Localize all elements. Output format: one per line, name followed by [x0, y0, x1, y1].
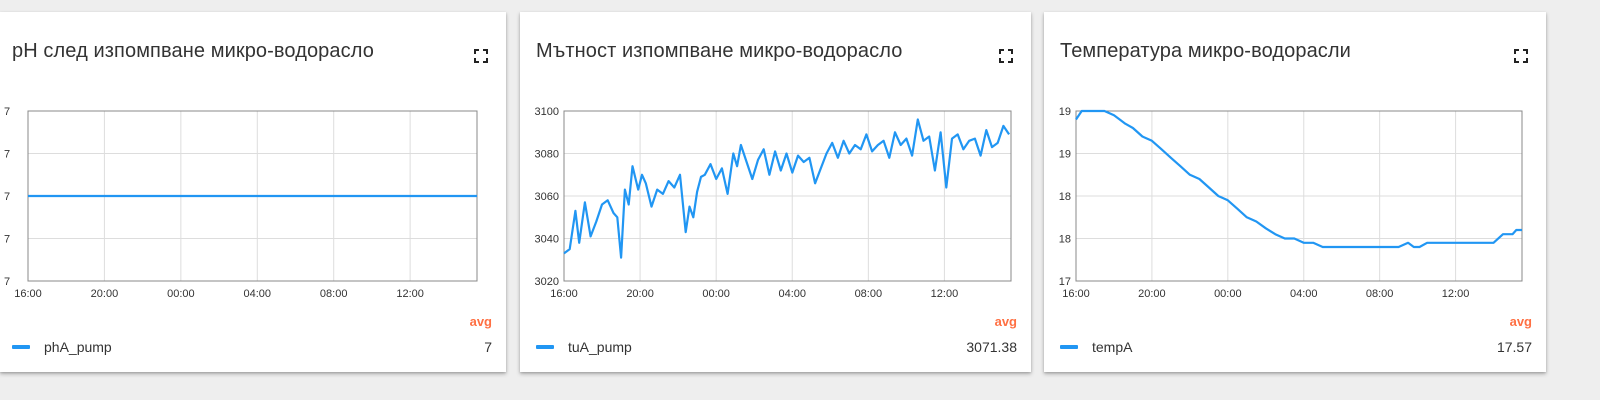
x-tick-label: 08:00: [855, 288, 883, 300]
x-tick-label: 00:00: [1214, 288, 1242, 300]
x-tick-label: 00:00: [167, 288, 195, 300]
legend-series-name: tuA_pump: [568, 339, 632, 355]
fullscreen-icon[interactable]: [1514, 49, 1528, 63]
line-chart-plot: 17 18 18 19 19 16:00 20:00 00:00 04:00 08:00 12:00: [1059, 106, 1523, 300]
y-tick-label: 17: [1059, 276, 1071, 288]
x-tick-label: 12:00: [396, 288, 424, 300]
x-tick-label: 08:00: [320, 288, 348, 300]
fullscreen-icon[interactable]: [999, 49, 1013, 63]
y-tick-label: 19: [1059, 106, 1071, 118]
x-tick-label: 04:00: [778, 288, 806, 300]
legend-aggregate-label: avg: [1509, 314, 1532, 329]
legend-aggregate-label: avg: [469, 314, 492, 329]
x-tick-label: 04:00: [244, 288, 272, 300]
chart-card-temperature: Температура микро-водорасли 17 18 18 19 19 16…: [1044, 12, 1546, 372]
fullscreen-icon[interactable]: [474, 49, 488, 63]
x-tick-label: 20:00: [626, 288, 654, 300]
x-tick-label: 04:00: [1290, 288, 1318, 300]
y-tick-label: 7: [4, 149, 10, 161]
x-tick-label: 08:00: [1366, 288, 1394, 300]
legend-avg-value: 3071.38: [966, 339, 1017, 355]
y-tick-label: 3060: [535, 191, 559, 203]
y-tick-label: 19: [1059, 149, 1071, 161]
legend-series-name: tempA: [1092, 339, 1133, 355]
legend-row[interactable]: tuA_pump 3071.38: [536, 337, 1017, 357]
y-tick-label: 3020: [535, 276, 559, 288]
card-title: Мътност изпомпване микро-водорасло: [536, 40, 903, 62]
series-line-tempA: [1075, 109, 1522, 249]
x-tick-label: 20:00: [91, 288, 119, 300]
x-tick-label: 12:00: [1442, 288, 1470, 300]
legend-swatch: [1060, 345, 1078, 349]
y-tick-label: 7: [4, 234, 10, 246]
x-tick-label: 12:00: [931, 288, 959, 300]
y-tick-label: 18: [1059, 234, 1071, 246]
x-tick-label: 16:00: [14, 288, 42, 300]
x-tick-label: 16:00: [550, 288, 578, 300]
legend-aggregate-label: avg: [994, 314, 1017, 329]
legend-swatch: [536, 345, 554, 349]
card-title: Температура микро-водорасли: [1060, 40, 1351, 62]
x-tick-label: 16:00: [1062, 288, 1090, 300]
legend-row[interactable]: tempA 17.57: [1060, 337, 1532, 357]
legend-series-name: phA_pump: [44, 339, 112, 355]
legend-avg-value: 17.57: [1496, 339, 1532, 355]
legend-swatch: [12, 345, 30, 349]
x-tick-label: 20:00: [1138, 288, 1166, 300]
legend-avg-value: 7: [484, 339, 492, 355]
legend-row[interactable]: phA_pump 7: [12, 337, 492, 357]
x-tick-label: 00:00: [702, 288, 730, 300]
y-tick-label: 7: [4, 106, 10, 118]
line-chart-plot: 3020 3040 3060 3080 3100 16:00 20:00 00:00 04:00…: [535, 106, 1012, 300]
y-tick-label: 3100: [535, 106, 559, 118]
plot-frame: [1075, 110, 1523, 282]
series-line-tuA_pump: [563, 118, 1011, 259]
y-tick-label: 7: [4, 191, 10, 203]
y-tick-label: 3080: [535, 149, 559, 161]
y-tick-label: 3040: [535, 234, 559, 246]
y-tick-label: 7: [4, 276, 10, 288]
y-tick-label: 18: [1059, 191, 1071, 203]
plot-frame: [563, 110, 1012, 282]
card-title: pH след изпомпване микро-водорасло: [12, 40, 374, 62]
chart-card-turbidity: Мътност изпомпване микро-водорасло 3020 3…: [520, 12, 1031, 372]
line-chart-plot: 7 7 7 7 7 16:00 20:00 00:00 04:00 08:00 12:00: [4, 106, 478, 300]
